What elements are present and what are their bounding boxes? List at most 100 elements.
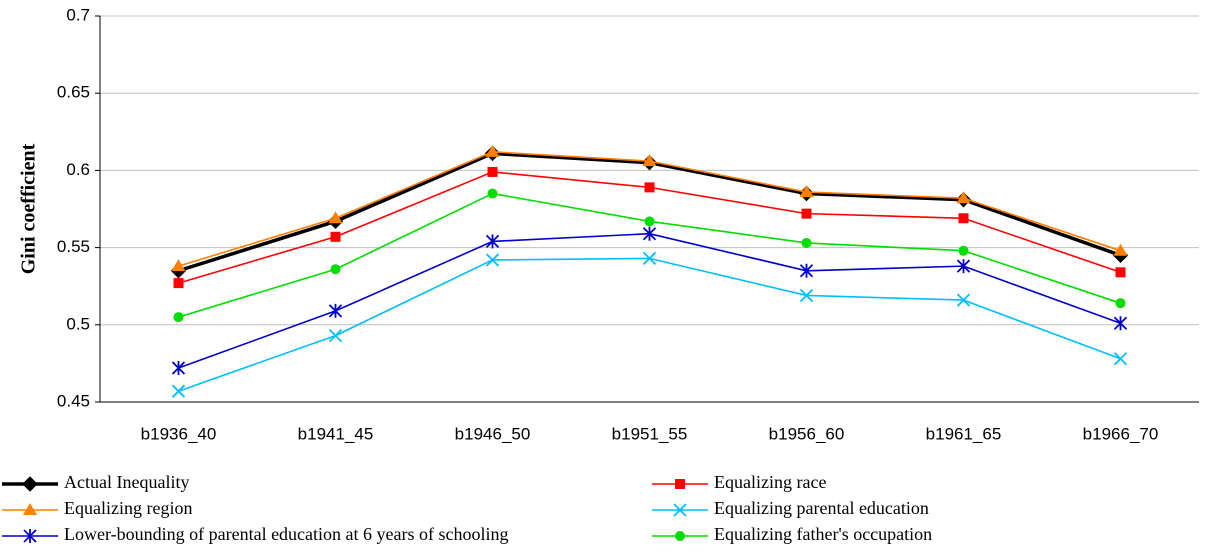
marker-shape (801, 237, 812, 248)
marker-shape (675, 531, 685, 541)
legend-label: Equalizing father's occupation (714, 524, 932, 544)
marker-shape (22, 476, 38, 492)
marker (485, 234, 500, 249)
marker-shape (23, 529, 37, 543)
marker-shape (485, 234, 500, 249)
marker (675, 479, 685, 489)
marker-shape (173, 312, 184, 323)
marker-shape (328, 211, 343, 224)
y-axis-title: Gini coefficient (18, 143, 40, 274)
marker-shape (171, 384, 186, 398)
marker (799, 185, 814, 198)
x-tick-label: b1961_65 (926, 424, 1002, 443)
marker-shape (675, 479, 685, 489)
marker (485, 144, 500, 157)
marker (673, 503, 687, 517)
marker (330, 264, 341, 275)
marker (956, 191, 971, 204)
marker (799, 263, 814, 278)
y-tick-label: 0.5 (66, 314, 90, 333)
marker-shape (956, 259, 971, 274)
marker (330, 231, 341, 242)
marker (642, 226, 657, 241)
marker-shape (958, 213, 969, 224)
marker-shape (1113, 316, 1128, 331)
marker (958, 245, 969, 256)
y-tick-label: 0.7 (66, 5, 90, 24)
marker (173, 312, 184, 323)
marker (1113, 352, 1128, 366)
marker-shape (485, 253, 500, 267)
marker-shape (1115, 267, 1126, 278)
marker-shape (330, 231, 341, 242)
x-tick-label: b1946_50 (455, 424, 531, 443)
marker (644, 216, 655, 227)
series-line (178, 192, 1121, 318)
marker-shape (171, 361, 186, 376)
x-tick-label: b1966_70 (1083, 424, 1159, 443)
marker-shape (1115, 298, 1126, 309)
x-tick-label: b1936_40 (141, 424, 217, 443)
series-line (177, 151, 1122, 273)
marker (171, 259, 186, 272)
y-tick-label: 0.65 (57, 83, 90, 102)
marker-shape (644, 216, 655, 227)
marker-shape (642, 154, 657, 167)
marker-shape (642, 251, 657, 266)
legend-label: Lower-bounding of parental education at … (64, 524, 509, 544)
marker-shape (485, 144, 500, 157)
marker (22, 476, 38, 492)
marker (956, 293, 971, 307)
marker (171, 384, 186, 398)
marker (23, 529, 37, 543)
marker-shape (1113, 243, 1128, 256)
marker-shape (644, 182, 655, 193)
marker (801, 237, 812, 248)
marker-shape (1113, 352, 1128, 366)
marker-shape (328, 303, 343, 318)
marker (801, 208, 812, 219)
marker (487, 188, 498, 199)
y-tick-label: 0.55 (57, 237, 90, 256)
marker (799, 288, 814, 303)
marker (1115, 267, 1126, 278)
marker (675, 531, 685, 541)
y-tick-label: 0.6 (66, 160, 90, 179)
marker-shape (328, 328, 343, 343)
legend-label: Equalizing parental education (714, 498, 929, 518)
x-tick-label: b1956_60 (769, 424, 845, 443)
marker (642, 251, 657, 266)
marker-shape (171, 259, 186, 272)
legend-label: Equalizing race (714, 472, 826, 492)
marker (1113, 316, 1128, 331)
marker (328, 303, 343, 318)
y-tick-label: 0.45 (57, 391, 90, 410)
legend-label: Actual Inequality (64, 472, 189, 492)
marker (173, 278, 184, 289)
marker-shape (799, 263, 814, 278)
x-tick-label: b1941_45 (298, 424, 374, 443)
legend-label: Equalizing region (64, 498, 192, 518)
marker (23, 503, 37, 515)
marker (958, 213, 969, 224)
marker (956, 259, 971, 274)
marker (487, 166, 498, 177)
marker (644, 182, 655, 193)
marker (328, 328, 343, 343)
series-line (178, 232, 1121, 369)
marker-shape (487, 166, 498, 177)
marker (1113, 243, 1128, 256)
marker (328, 211, 343, 224)
marker-shape (956, 191, 971, 204)
marker-shape (958, 245, 969, 256)
marker-shape (330, 264, 341, 275)
marker-shape (173, 278, 184, 289)
marker-shape (642, 226, 657, 241)
marker-shape (23, 503, 37, 515)
marker-shape (487, 188, 498, 199)
marker (1115, 298, 1126, 309)
marker (642, 154, 657, 167)
marker-shape (956, 293, 971, 307)
